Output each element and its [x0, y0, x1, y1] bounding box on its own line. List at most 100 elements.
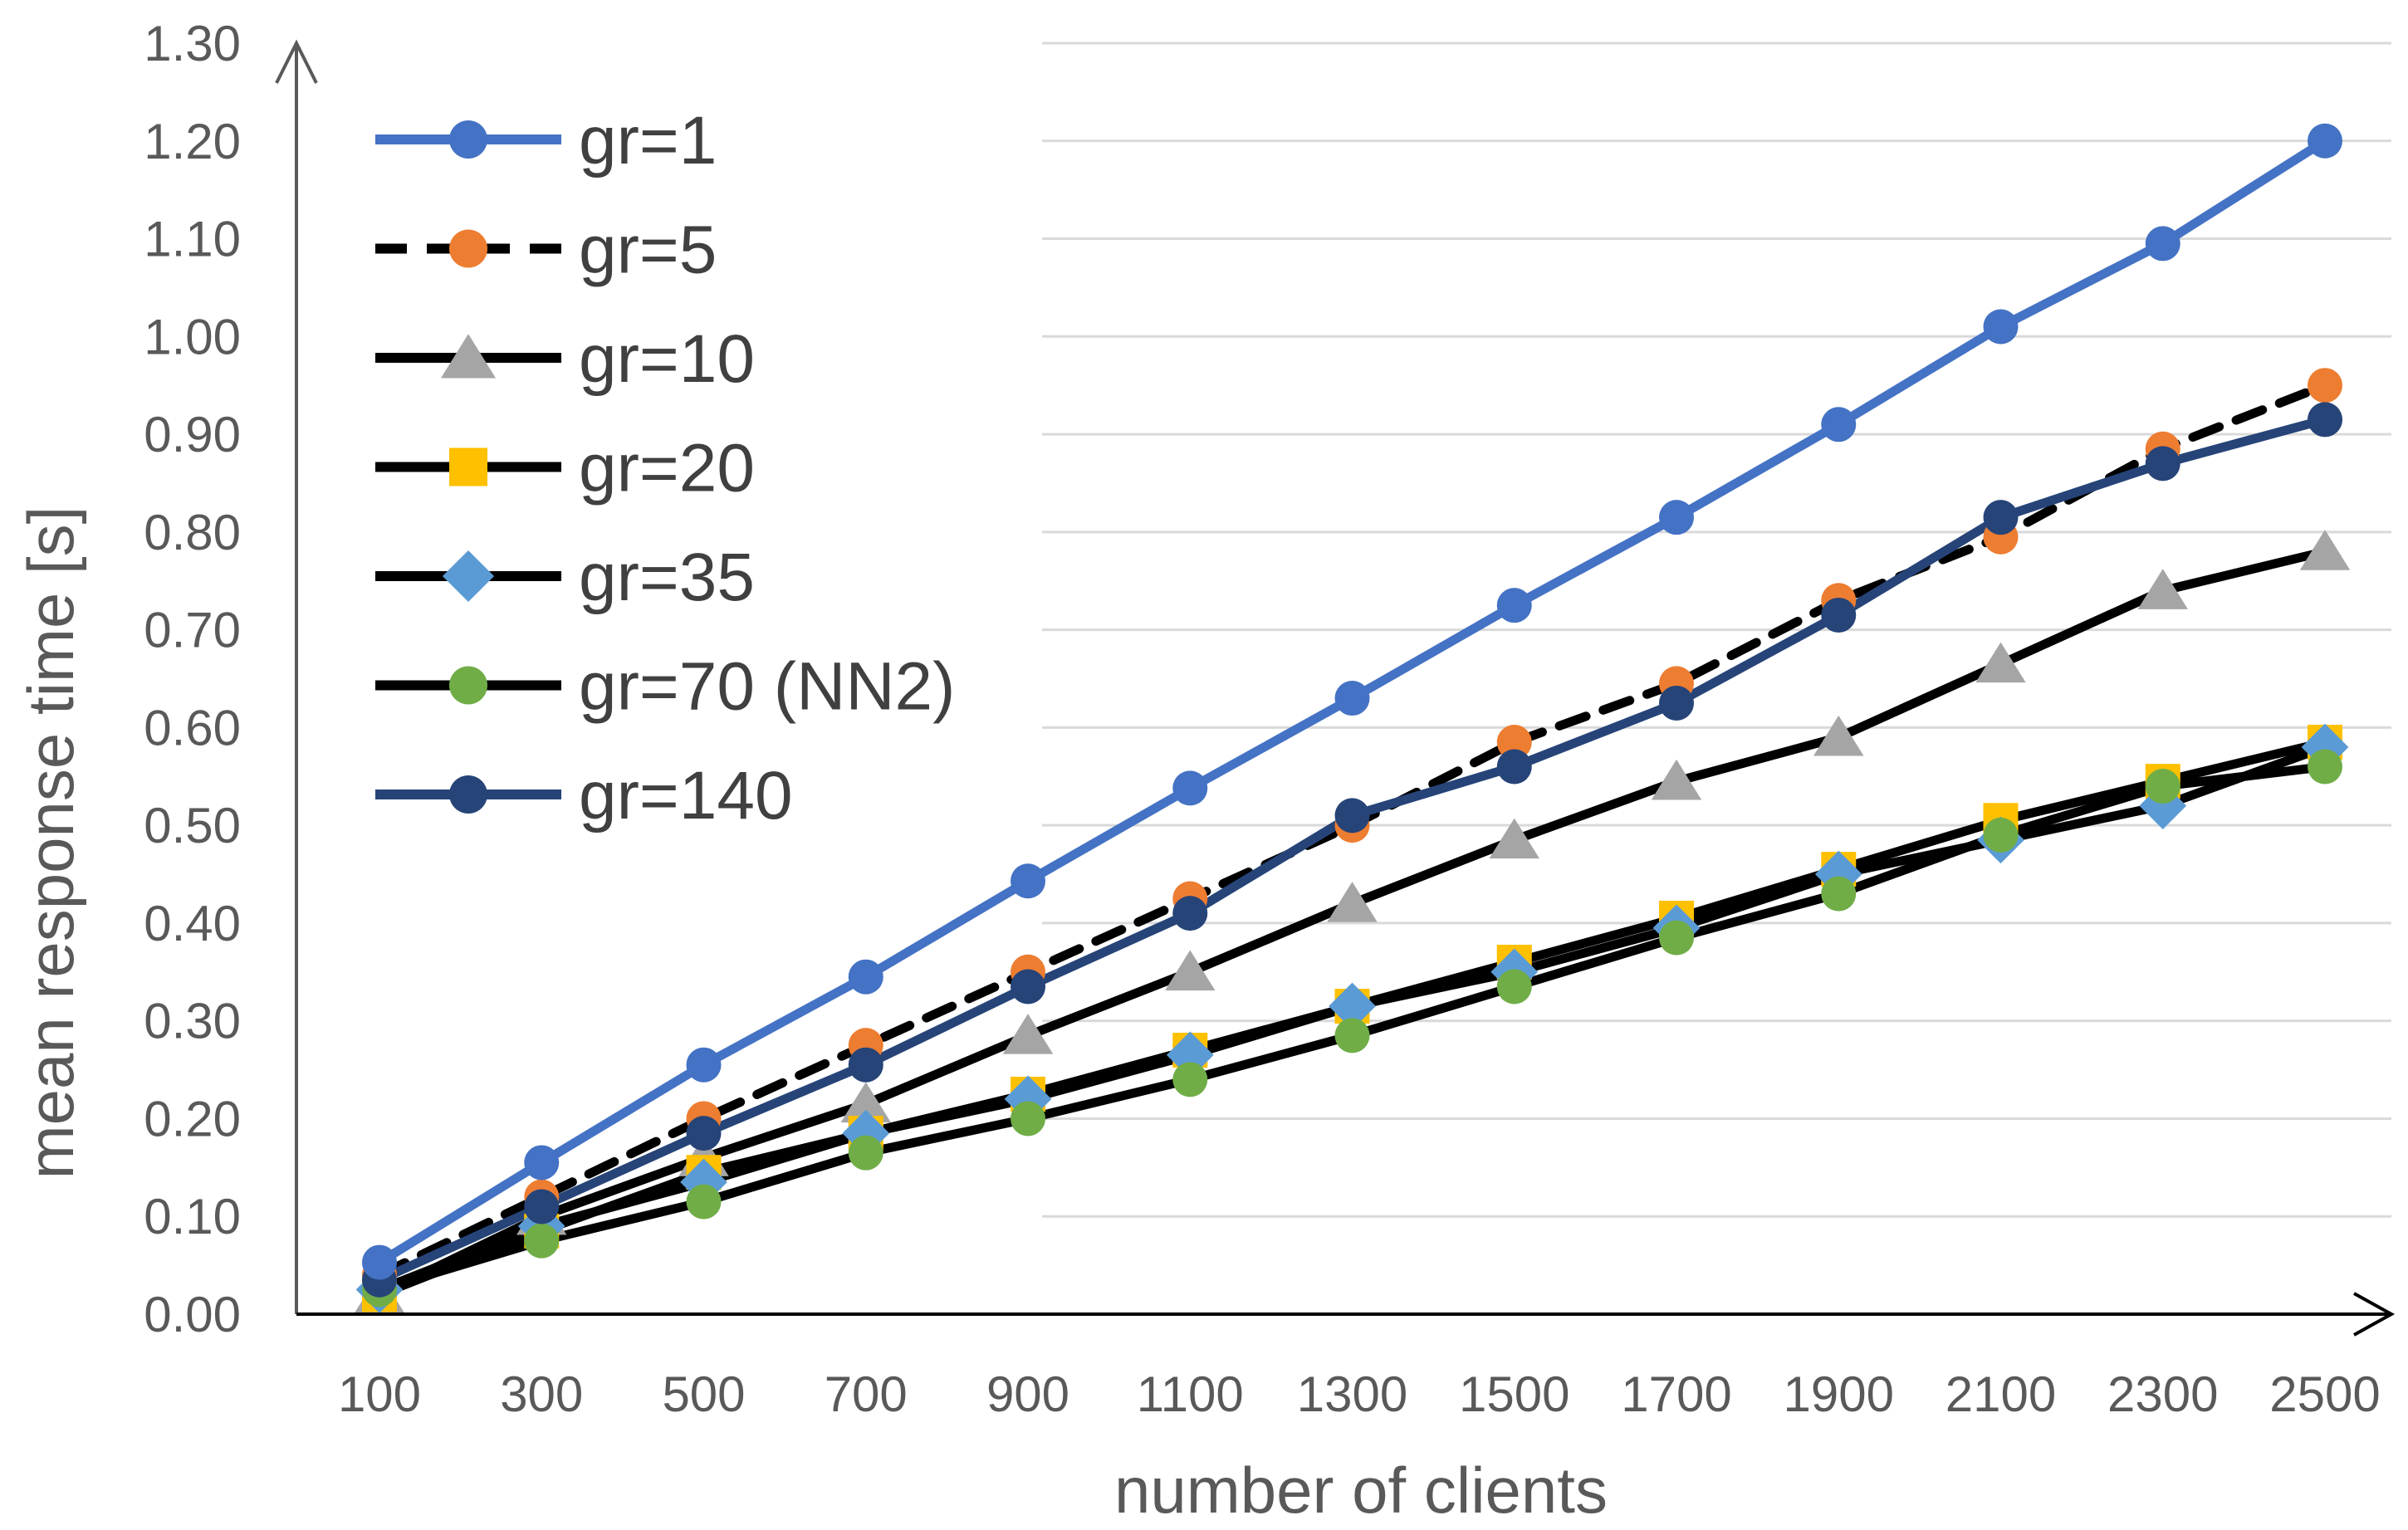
y-axis-title: mean response time [s]	[14, 506, 87, 1180]
x-tick-label: 2100	[1945, 1366, 2056, 1422]
legend: gr=1 gr=5 gr=10 gr=20 gr=35 gr=70 (NN2) gr=140	[375, 103, 955, 833]
data-point	[2308, 123, 2342, 159]
data-point	[524, 1145, 560, 1180]
data-point	[2299, 530, 2351, 570]
legend-label: gr=5	[579, 213, 717, 288]
data-point	[362, 1244, 397, 1280]
data-point	[1172, 1062, 1208, 1097]
x-tick-label: 300	[500, 1366, 583, 1422]
data-point	[1659, 920, 1694, 956]
legend-marker	[449, 447, 487, 486]
axes	[275, 39, 2396, 1337]
x-axis-arrow	[2353, 1292, 2396, 1337]
data-point	[1651, 759, 1702, 800]
x-tick-label: 1500	[1459, 1366, 1569, 1422]
legend-item: gr=70 (NN2)	[375, 649, 955, 725]
data-point	[686, 1116, 722, 1151]
data-point	[524, 1189, 560, 1224]
data-point	[1983, 309, 2019, 345]
x-tick-label: 100	[338, 1366, 421, 1422]
series-layer	[354, 123, 2351, 1313]
legend-marker	[449, 229, 487, 268]
data-point	[2308, 749, 2342, 785]
data-point	[1813, 715, 1864, 756]
x-tick-label: 700	[825, 1366, 908, 1422]
y-tick-label: 1.00	[144, 309, 241, 364]
legend-label: gr=70 (NN2)	[579, 649, 955, 725]
x-tick-label: 2500	[2269, 1366, 2380, 1422]
y-tick-label: 0.90	[144, 407, 241, 462]
data-point	[686, 1047, 722, 1083]
legend-item: gr=5	[375, 213, 717, 288]
data-point	[1821, 876, 1857, 912]
legend-label: gr=35	[579, 540, 755, 615]
data-point	[1011, 863, 1045, 899]
y-axis-arrow	[275, 39, 318, 84]
data-point	[842, 1109, 890, 1157]
data-point	[1165, 950, 1216, 991]
y-tick-label: 1.20	[144, 114, 241, 169]
data-point	[1821, 597, 1857, 633]
legend-marker	[449, 120, 487, 159]
grid-lines	[1042, 42, 2391, 1218]
data-point	[1004, 1075, 1052, 1123]
data-point	[1659, 500, 1694, 535]
y-tick-label: 0.00	[144, 1287, 241, 1342]
data-point	[524, 1223, 560, 1259]
legend-marker	[449, 666, 487, 705]
data-point	[848, 1135, 883, 1171]
legend-item: gr=35	[375, 540, 755, 615]
legend-item: gr=20	[375, 431, 755, 506]
y-tick-label: 0.20	[144, 1091, 241, 1146]
data-point	[1172, 896, 1208, 931]
legend-marker	[449, 775, 487, 814]
data-point	[1011, 1101, 1045, 1137]
y-tick-label: 0.80	[144, 505, 241, 560]
x-tick-label: 1100	[1137, 1366, 1244, 1422]
legend-label: gr=140	[579, 758, 793, 833]
data-point	[1489, 818, 1539, 859]
data-point	[1334, 681, 1370, 716]
legend-marker	[440, 334, 497, 379]
data-point	[2145, 226, 2180, 262]
data-point	[1334, 798, 1370, 833]
data-point	[1659, 685, 1694, 721]
x-tick-labels: 100 300 500 700 900 1100 1300 1500 1700 1900 2100 2…	[338, 1366, 2381, 1422]
y-tick-label: 0.40	[144, 896, 241, 951]
y-tick-label: 0.70	[144, 603, 241, 658]
data-point	[1166, 1031, 1214, 1079]
data-point	[1011, 969, 1045, 1005]
data-point	[1334, 1018, 1370, 1053]
x-tick-label: 900	[986, 1366, 1069, 1422]
data-point	[1983, 500, 2019, 535]
data-point	[848, 1047, 883, 1083]
legend-label: gr=1	[579, 103, 717, 178]
y-tick-labels: 0.00 0.10 0.20 0.30 0.40 0.50 0.60 0.70 0.80 0.90…	[144, 16, 241, 1342]
y-tick-label: 1.30	[144, 16, 241, 71]
x-tick-label: 1300	[1297, 1366, 1407, 1422]
data-point	[2145, 446, 2180, 481]
data-point	[686, 1184, 722, 1220]
x-tick-label: 2300	[2107, 1366, 2218, 1422]
data-point	[1821, 407, 1857, 442]
y-tick-label: 0.30	[144, 994, 241, 1049]
data-point	[1496, 969, 1532, 1005]
y-tick-label: 0.60	[144, 700, 241, 755]
data-point	[2308, 402, 2342, 437]
data-point	[1329, 982, 1376, 1030]
data-point	[2308, 368, 2342, 403]
data-point	[1002, 1014, 1054, 1054]
legend-label: gr=10	[579, 321, 755, 397]
data-point	[1496, 749, 1532, 785]
data-point	[1496, 725, 1532, 760]
data-point	[2137, 569, 2188, 609]
data-point	[1975, 642, 2026, 683]
data-point	[1496, 588, 1532, 623]
y-tick-label: 0.50	[144, 798, 241, 853]
x-tick-label: 1700	[1621, 1366, 1731, 1422]
y-tick-label: 1.10	[144, 212, 241, 267]
y-tick-label: 0.10	[144, 1189, 241, 1244]
data-point	[1172, 770, 1208, 806]
x-tick-label: 1900	[1784, 1366, 1894, 1422]
